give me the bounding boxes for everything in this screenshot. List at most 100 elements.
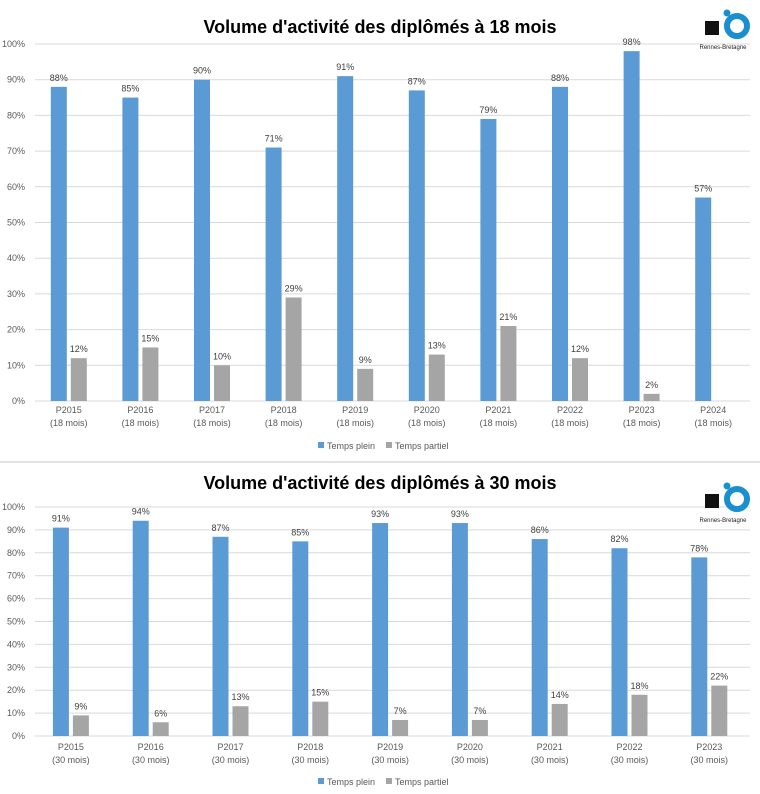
bar-temps-plein bbox=[50, 86, 67, 401]
data-label: 90% bbox=[193, 66, 211, 76]
data-label: 93% bbox=[371, 509, 389, 519]
bar-temps-partiel bbox=[711, 685, 728, 736]
bar-temps-plein bbox=[372, 523, 389, 736]
x-tick-sublabel: (18 mois) bbox=[694, 418, 732, 428]
bar-temps-partiel bbox=[500, 326, 517, 401]
bar-temps-partiel bbox=[392, 719, 409, 736]
bar-temps-partiel bbox=[70, 358, 87, 401]
y-tick-label: 0% bbox=[12, 731, 25, 741]
data-label: 88% bbox=[50, 73, 68, 83]
y-tick-label: 90% bbox=[7, 75, 25, 85]
bar-temps-partiel bbox=[357, 368, 374, 401]
x-tick-label: P2023 bbox=[629, 405, 655, 415]
data-label: 87% bbox=[211, 523, 229, 533]
data-label: 13% bbox=[231, 692, 249, 702]
data-label: 79% bbox=[479, 105, 497, 115]
data-label: 78% bbox=[690, 543, 708, 553]
x-tick-sublabel: (30 mois) bbox=[691, 755, 729, 765]
bar-temps-plein bbox=[623, 51, 640, 401]
x-tick-sublabel: (18 mois) bbox=[408, 418, 446, 428]
x-tick-sublabel: (18 mois) bbox=[193, 418, 231, 428]
bar-temps-partiel bbox=[631, 694, 648, 736]
bar-temps-plein bbox=[132, 520, 149, 736]
bar-temps-partiel bbox=[643, 393, 660, 401]
legend-swatch bbox=[318, 442, 324, 448]
data-label: 94% bbox=[132, 507, 150, 517]
x-tick-sublabel: (30 mois) bbox=[611, 755, 649, 765]
bar-temps-plein bbox=[408, 90, 425, 401]
data-label: 13% bbox=[428, 341, 446, 351]
y-tick-label: 50% bbox=[7, 617, 25, 627]
x-tick-label: P2016 bbox=[127, 405, 153, 415]
x-tick-label: P2018 bbox=[271, 405, 297, 415]
data-label: 15% bbox=[141, 333, 159, 343]
data-label: 6% bbox=[154, 708, 167, 718]
x-tick-sublabel: (30 mois) bbox=[52, 755, 90, 765]
bar-temps-plein bbox=[122, 97, 139, 402]
x-tick-label: P2017 bbox=[217, 742, 243, 752]
legend-label: Temps partiel bbox=[395, 777, 449, 787]
data-label: 93% bbox=[451, 509, 469, 519]
x-tick-sublabel: (18 mois) bbox=[551, 418, 589, 428]
logo-square-icon bbox=[705, 21, 719, 35]
bar-temps-plein bbox=[552, 86, 568, 401]
data-label: 91% bbox=[52, 514, 70, 524]
x-tick-sublabel: (18 mois) bbox=[480, 418, 518, 428]
y-tick-label: 50% bbox=[7, 218, 25, 228]
legend-swatch bbox=[386, 442, 392, 448]
data-label: 18% bbox=[630, 681, 648, 691]
y-tick-label: 40% bbox=[7, 253, 25, 263]
data-label: 21% bbox=[499, 312, 517, 322]
legend-swatch bbox=[318, 778, 324, 784]
y-tick-label: 30% bbox=[7, 662, 25, 672]
legend-swatch bbox=[386, 778, 392, 784]
data-label: 9% bbox=[74, 701, 87, 711]
data-label: 14% bbox=[551, 690, 569, 700]
y-tick-label: 10% bbox=[7, 708, 25, 718]
x-tick-label: P2017 bbox=[199, 405, 225, 415]
x-tick-sublabel: (18 mois) bbox=[122, 418, 160, 428]
bar-temps-plein bbox=[212, 536, 229, 736]
y-tick-label: 100% bbox=[2, 502, 25, 512]
x-tick-label: P2020 bbox=[457, 742, 483, 752]
data-label: 22% bbox=[710, 672, 728, 682]
legend-label: Temps plein bbox=[327, 441, 375, 451]
bar-temps-partiel bbox=[428, 354, 445, 401]
data-label: 9% bbox=[359, 355, 372, 365]
y-tick-label: 30% bbox=[7, 289, 25, 299]
y-tick-label: 0% bbox=[12, 396, 25, 406]
bar-temps-plein bbox=[52, 527, 69, 736]
x-tick-label: P2019 bbox=[342, 405, 368, 415]
data-label: 88% bbox=[551, 73, 569, 83]
y-tick-label: 100% bbox=[2, 39, 25, 49]
bar-temps-plein bbox=[265, 147, 282, 401]
legend-label: Temps partiel bbox=[395, 441, 449, 451]
x-tick-sublabel: (30 mois) bbox=[451, 755, 489, 765]
data-label: 86% bbox=[531, 525, 549, 535]
x-tick-label: P2021 bbox=[537, 742, 563, 752]
bar-temps-partiel bbox=[285, 297, 302, 401]
bar-temps-plein bbox=[531, 539, 548, 736]
y-tick-label: 80% bbox=[7, 548, 25, 558]
x-tick-label: P2022 bbox=[557, 405, 583, 415]
y-tick-label: 80% bbox=[7, 110, 25, 120]
y-tick-label: 40% bbox=[7, 639, 25, 649]
bar-temps-plein bbox=[292, 541, 309, 736]
y-tick-label: 20% bbox=[7, 685, 25, 695]
data-label: 82% bbox=[610, 534, 628, 544]
x-tick-sublabel: (30 mois) bbox=[292, 755, 330, 765]
bar-temps-partiel bbox=[232, 706, 249, 736]
y-tick-label: 20% bbox=[7, 325, 25, 335]
bar-temps-partiel bbox=[572, 358, 588, 401]
bar-temps-plein bbox=[691, 557, 708, 736]
x-tick-sublabel: (30 mois) bbox=[531, 755, 569, 765]
bar-temps-plein bbox=[451, 523, 468, 736]
logo-text: Rennes-Bretagne bbox=[699, 45, 747, 51]
x-tick-sublabel: (30 mois) bbox=[212, 755, 250, 765]
bar-temps-partiel bbox=[214, 365, 230, 401]
data-label: 29% bbox=[285, 283, 303, 293]
data-label: 12% bbox=[571, 344, 589, 354]
x-tick-label: P2021 bbox=[485, 405, 511, 415]
